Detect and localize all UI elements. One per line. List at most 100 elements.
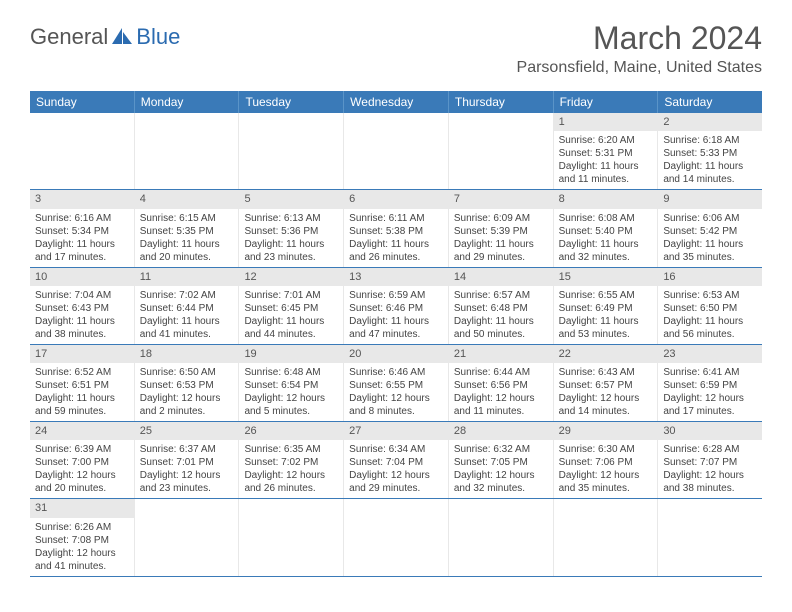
day-number: 19 xyxy=(239,345,343,363)
daylight-line: Daylight: 11 hours and 26 minutes. xyxy=(349,238,443,264)
sunrise-line: Sunrise: 6:48 AM xyxy=(244,366,338,379)
daylight-line: Daylight: 11 hours and 35 minutes. xyxy=(663,238,757,264)
day-cell: 19Sunrise: 6:48 AMSunset: 6:54 PMDayligh… xyxy=(239,345,344,421)
sunset-line: Sunset: 7:07 PM xyxy=(663,456,757,469)
daylight-line: Daylight: 12 hours and 35 minutes. xyxy=(559,469,653,495)
day-number: 21 xyxy=(449,345,553,363)
day-cell: 28Sunrise: 6:32 AMSunset: 7:05 PMDayligh… xyxy=(449,422,554,498)
day-cell: 2Sunrise: 6:18 AMSunset: 5:33 PMDaylight… xyxy=(658,113,762,189)
day-number: 24 xyxy=(30,422,134,440)
daylight-line: Daylight: 11 hours and 41 minutes. xyxy=(140,315,234,341)
sunset-line: Sunset: 6:50 PM xyxy=(663,302,757,315)
sunrise-line: Sunrise: 6:13 AM xyxy=(244,212,338,225)
daylight-line: Daylight: 11 hours and 17 minutes. xyxy=(35,238,129,264)
day-cell: 21Sunrise: 6:44 AMSunset: 6:56 PMDayligh… xyxy=(449,345,554,421)
sunset-line: Sunset: 6:53 PM xyxy=(140,379,234,392)
empty-cell xyxy=(554,499,659,575)
sunset-line: Sunset: 6:48 PM xyxy=(454,302,548,315)
sunset-line: Sunset: 5:39 PM xyxy=(454,225,548,238)
daylight-line: Daylight: 12 hours and 41 minutes. xyxy=(35,547,129,573)
title-block: March 2024 Parsonsfield, Maine, United S… xyxy=(517,20,762,77)
sunset-line: Sunset: 5:35 PM xyxy=(140,225,234,238)
day-cell: 24Sunrise: 6:39 AMSunset: 7:00 PMDayligh… xyxy=(30,422,135,498)
day-number: 2 xyxy=(658,113,762,131)
empty-cell xyxy=(658,499,762,575)
day-cell: 26Sunrise: 6:35 AMSunset: 7:02 PMDayligh… xyxy=(239,422,344,498)
day-cell: 16Sunrise: 6:53 AMSunset: 6:50 PMDayligh… xyxy=(658,268,762,344)
empty-cell xyxy=(239,499,344,575)
day-cell: 29Sunrise: 6:30 AMSunset: 7:06 PMDayligh… xyxy=(554,422,659,498)
location: Parsonsfield, Maine, United States xyxy=(517,59,762,77)
daylight-line: Daylight: 11 hours and 23 minutes. xyxy=(244,238,338,264)
day-number: 16 xyxy=(658,268,762,286)
sunrise-line: Sunrise: 6:15 AM xyxy=(140,212,234,225)
week-row: 1Sunrise: 6:20 AMSunset: 5:31 PMDaylight… xyxy=(30,113,762,190)
sunset-line: Sunset: 7:06 PM xyxy=(559,456,653,469)
dow-row: SundayMondayTuesdayWednesdayThursdayFrid… xyxy=(30,91,762,113)
day-cell: 23Sunrise: 6:41 AMSunset: 6:59 PMDayligh… xyxy=(658,345,762,421)
sunrise-line: Sunrise: 6:16 AM xyxy=(35,212,129,225)
day-number: 30 xyxy=(658,422,762,440)
day-number: 12 xyxy=(239,268,343,286)
week-row: 17Sunrise: 6:52 AMSunset: 6:51 PMDayligh… xyxy=(30,345,762,422)
page-title: March 2024 xyxy=(517,20,762,57)
day-number: 27 xyxy=(344,422,448,440)
day-cell: 10Sunrise: 7:04 AMSunset: 6:43 PMDayligh… xyxy=(30,268,135,344)
day-number: 11 xyxy=(135,268,239,286)
calendar: SundayMondayTuesdayWednesdayThursdayFrid… xyxy=(30,91,762,577)
day-cell: 3Sunrise: 6:16 AMSunset: 5:34 PMDaylight… xyxy=(30,190,135,266)
daylight-line: Daylight: 12 hours and 17 minutes. xyxy=(663,392,757,418)
sunrise-line: Sunrise: 6:11 AM xyxy=(349,212,443,225)
sunrise-line: Sunrise: 6:09 AM xyxy=(454,212,548,225)
day-cell: 11 Sunrise: 7:02 AMSunset: 6:44 PMDayligh… xyxy=(135,268,240,344)
sunrise-line: Sunrise: 6:06 AM xyxy=(663,212,757,225)
sunrise-line: Sunrise: 7:04 AM xyxy=(35,289,129,302)
sunset-line: Sunset: 5:40 PM xyxy=(559,225,653,238)
sunrise-line: Sunrise: 6:52 AM xyxy=(35,366,129,379)
sunset-line: Sunset: 5:34 PM xyxy=(35,225,129,238)
week-row: 31Sunrise: 6:26 AMSunset: 7:08 PMDayligh… xyxy=(30,499,762,576)
day-cell: 13Sunrise: 6:59 AMSunset: 6:46 PMDayligh… xyxy=(344,268,449,344)
sunrise-line: Sunrise: 6:53 AM xyxy=(663,289,757,302)
logo: General Blue xyxy=(30,24,180,50)
daylight-line: Daylight: 12 hours and 14 minutes. xyxy=(559,392,653,418)
sunrise-line: Sunrise: 6:20 AM xyxy=(559,134,653,147)
sunset-line: Sunset: 5:33 PM xyxy=(663,147,757,160)
day-number: 18 xyxy=(135,345,239,363)
empty-cell xyxy=(449,113,554,189)
week-row: 10Sunrise: 7:04 AMSunset: 6:43 PMDayligh… xyxy=(30,268,762,345)
dow-friday: Friday xyxy=(554,91,659,113)
day-number: 9 xyxy=(658,190,762,208)
daylight-line: Daylight: 11 hours and 50 minutes. xyxy=(454,315,548,341)
day-number: 23 xyxy=(658,345,762,363)
sunset-line: Sunset: 6:55 PM xyxy=(349,379,443,392)
sunset-line: Sunset: 6:44 PM xyxy=(140,302,234,315)
sunrise-line: Sunrise: 6:32 AM xyxy=(454,443,548,456)
daylight-line: Daylight: 11 hours and 59 minutes. xyxy=(35,392,129,418)
sunrise-line: Sunrise: 6:46 AM xyxy=(349,366,443,379)
sunrise-line: Sunrise: 7:02 AM xyxy=(140,289,234,302)
sunrise-line: Sunrise: 6:57 AM xyxy=(454,289,548,302)
sunset-line: Sunset: 6:54 PM xyxy=(244,379,338,392)
sunset-line: Sunset: 5:42 PM xyxy=(663,225,757,238)
day-number: 10 xyxy=(30,268,134,286)
day-cell: 31Sunrise: 6:26 AMSunset: 7:08 PMDayligh… xyxy=(30,499,135,575)
sunset-line: Sunset: 7:05 PM xyxy=(454,456,548,469)
sunrise-line: Sunrise: 6:18 AM xyxy=(663,134,757,147)
daylight-line: Daylight: 12 hours and 38 minutes. xyxy=(663,469,757,495)
sunrise-line: Sunrise: 6:44 AM xyxy=(454,366,548,379)
day-number: 25 xyxy=(135,422,239,440)
day-number: 4 xyxy=(135,190,239,208)
sunset-line: Sunset: 5:31 PM xyxy=(559,147,653,160)
sunset-line: Sunset: 6:51 PM xyxy=(35,379,129,392)
sunset-line: Sunset: 6:59 PM xyxy=(663,379,757,392)
daylight-line: Daylight: 11 hours and 53 minutes. xyxy=(559,315,653,341)
daylight-line: Daylight: 12 hours and 32 minutes. xyxy=(454,469,548,495)
week-row: 24Sunrise: 6:39 AMSunset: 7:00 PMDayligh… xyxy=(30,422,762,499)
day-cell: 1Sunrise: 6:20 AMSunset: 5:31 PMDaylight… xyxy=(554,113,659,189)
week-row: 3Sunrise: 6:16 AMSunset: 5:34 PMDaylight… xyxy=(30,190,762,267)
sunrise-line: Sunrise: 6:55 AM xyxy=(559,289,653,302)
sunset-line: Sunset: 7:04 PM xyxy=(349,456,443,469)
day-cell: 5Sunrise: 6:13 AMSunset: 5:36 PMDaylight… xyxy=(239,190,344,266)
day-cell: 30Sunrise: 6:28 AMSunset: 7:07 PMDayligh… xyxy=(658,422,762,498)
